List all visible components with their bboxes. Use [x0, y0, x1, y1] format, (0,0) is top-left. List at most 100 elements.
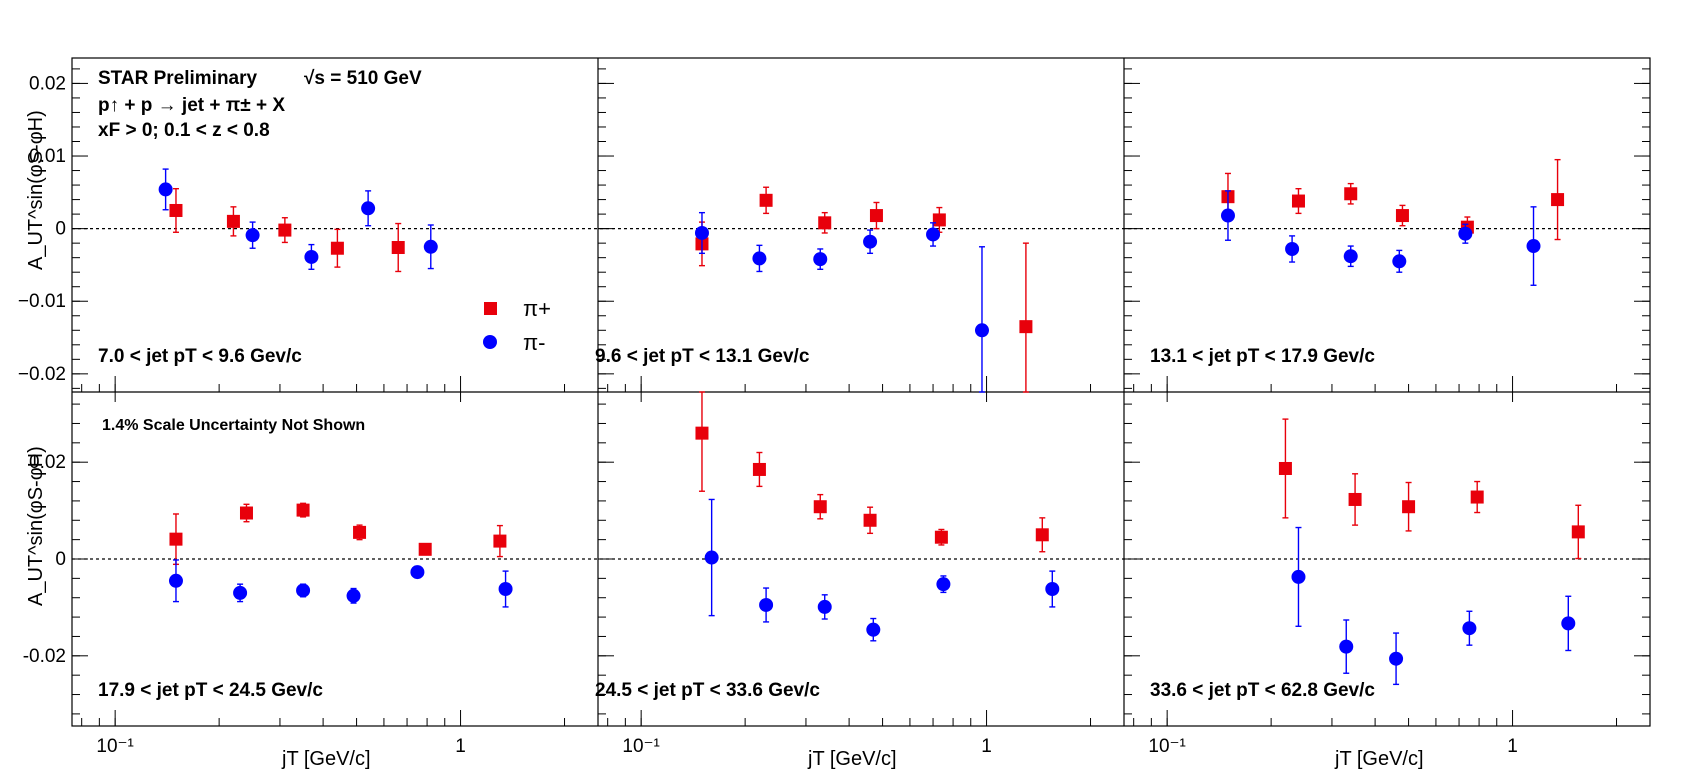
y-tick-label: 0	[55, 549, 66, 570]
pi-plus-point	[813, 500, 827, 514]
pi-plus-point	[169, 203, 183, 217]
pi-minus-point	[158, 182, 173, 197]
pi-plus-point	[330, 241, 344, 255]
x-tick-label: 10⁻¹	[622, 736, 660, 757]
pi-plus-point	[296, 503, 310, 517]
panel-1-label: 7.0 < jet pT < 9.6 Gev/c	[98, 346, 302, 367]
pi-minus-point	[817, 599, 832, 614]
pi-plus-point	[863, 513, 877, 527]
pi-plus-point	[1344, 187, 1358, 201]
panel-6-label: 33.6 < jet pT < 62.8 Gev/c	[1150, 680, 1375, 701]
legend-pi-minus-label: π-	[523, 330, 546, 355]
pi-plus-point	[391, 241, 405, 255]
pi-minus-point	[813, 252, 828, 267]
pi-plus-point	[1348, 492, 1362, 506]
pi-minus-point	[1291, 569, 1306, 584]
pi-plus-point	[418, 542, 432, 556]
scale-note: 1.4% Scale Uncertainty Not Shown	[102, 417, 365, 434]
x-tick-label: 10⁻¹	[96, 736, 134, 757]
pi-minus-point	[1526, 239, 1541, 254]
pi-minus-point	[1045, 582, 1060, 597]
pi-minus-point	[410, 565, 425, 580]
pi-minus-point	[1392, 254, 1407, 269]
pi-minus-point	[1343, 249, 1358, 264]
pi-minus-point	[498, 582, 513, 597]
panel-3-label: 13.1 < jet pT < 17.9 Gev/c	[1150, 346, 1375, 367]
pi-minus-point	[1561, 616, 1576, 631]
pi-minus-point	[423, 239, 438, 254]
y-tick-label: 0.01	[29, 146, 66, 167]
pi-minus-point	[1389, 651, 1404, 666]
legend-pi-plus-label: π+	[523, 296, 551, 321]
pi-minus-point	[863, 234, 878, 249]
pi-plus-point	[1551, 193, 1565, 207]
pi-plus-point	[932, 213, 946, 227]
process-label: p↑ + p → jet + π± + X	[98, 95, 285, 116]
pi-plus-point	[1402, 500, 1416, 514]
pi-plus-point	[1019, 320, 1033, 334]
pi-plus-point	[869, 209, 883, 223]
pi-plus-point	[695, 426, 709, 440]
pi-minus-point	[1462, 621, 1477, 636]
y-tick-label: −0.01	[18, 291, 66, 312]
pi-plus-point	[353, 525, 367, 539]
pi-minus-point	[346, 588, 361, 603]
pi-minus-point	[296, 583, 311, 598]
pi-minus-point	[1458, 226, 1473, 241]
legend-pi-minus-marker	[483, 335, 497, 349]
panel-frames	[71, 57, 1651, 727]
pi-minus-point	[245, 228, 260, 243]
x-axis-title-3: jT [GeV/c]	[1334, 748, 1424, 770]
cuts-label: xF > 0; 0.1 < z < 0.8	[98, 120, 270, 141]
pi-plus-point	[239, 506, 253, 520]
pi-plus-point	[752, 462, 766, 476]
x-tick-label: 1	[981, 736, 992, 757]
y-axis-title-top: A_UT^sin(φS-φH)	[25, 110, 47, 270]
pi-plus-point	[1395, 209, 1409, 223]
pi-plus-point	[278, 223, 292, 237]
energy-label: √s = 510 GeV	[304, 68, 422, 89]
x-tick-label: 1	[455, 736, 466, 757]
y-axis-title-bottom: A_UT^sin(φS-φH)	[25, 446, 47, 606]
pi-minus-point	[926, 227, 941, 242]
pi-minus-point	[704, 550, 719, 565]
pi-plus-point	[818, 216, 832, 230]
pi-minus-point	[361, 201, 376, 216]
y-tick-label: 0.02	[29, 452, 66, 473]
pi-minus-point	[233, 585, 248, 600]
x-tick-label: 10⁻¹	[1148, 736, 1186, 757]
panel-5-label: 24.5 < jet pT < 33.6 Gev/c	[595, 680, 820, 701]
pi-plus-point	[1291, 194, 1305, 208]
y-tick-label: −0.02	[18, 364, 66, 385]
pi-minus-point	[168, 573, 183, 588]
x-tick-label: 1	[1507, 736, 1518, 757]
pi-plus-point	[493, 534, 507, 548]
pi-minus-point	[1339, 639, 1354, 654]
pi-minus-point	[752, 251, 767, 266]
pi-plus-point	[1278, 461, 1292, 475]
pi-minus-point	[866, 622, 881, 637]
pi-minus-point	[759, 597, 774, 612]
legend-pi-plus-marker	[484, 302, 497, 315]
pi-minus-point	[936, 577, 951, 592]
pi-plus-point	[169, 532, 183, 546]
pi-minus-point	[974, 323, 989, 338]
pi-plus-point	[934, 530, 948, 544]
y-tick-label: 0	[55, 219, 66, 240]
data-marks	[158, 158, 1585, 686]
y-tick-label: -0.02	[23, 646, 66, 667]
pi-plus-point	[1571, 525, 1585, 539]
pi-minus-point	[304, 249, 319, 264]
x-axis-title-1: jT [GeV/c]	[281, 748, 371, 770]
y-tick-label: 0.02	[29, 73, 66, 94]
pi-minus-point	[1285, 241, 1300, 256]
pi-plus-point	[759, 193, 773, 207]
pi-plus-point	[1470, 490, 1484, 504]
pi-minus-point	[1220, 208, 1235, 223]
pi-plus-point	[226, 214, 240, 228]
axes: 10⁻¹ 1 10⁻¹ 1 10⁻¹ 1 −0.02 −0.01 0 0.01 0.02 -0.02 0…	[18, 68, 1650, 757]
chart-title: STAR Preliminary	[98, 68, 258, 89]
panel-2-label: 9.6 < jet pT < 13.1 Gev/c	[595, 346, 810, 367]
pi-minus-point	[694, 225, 709, 240]
